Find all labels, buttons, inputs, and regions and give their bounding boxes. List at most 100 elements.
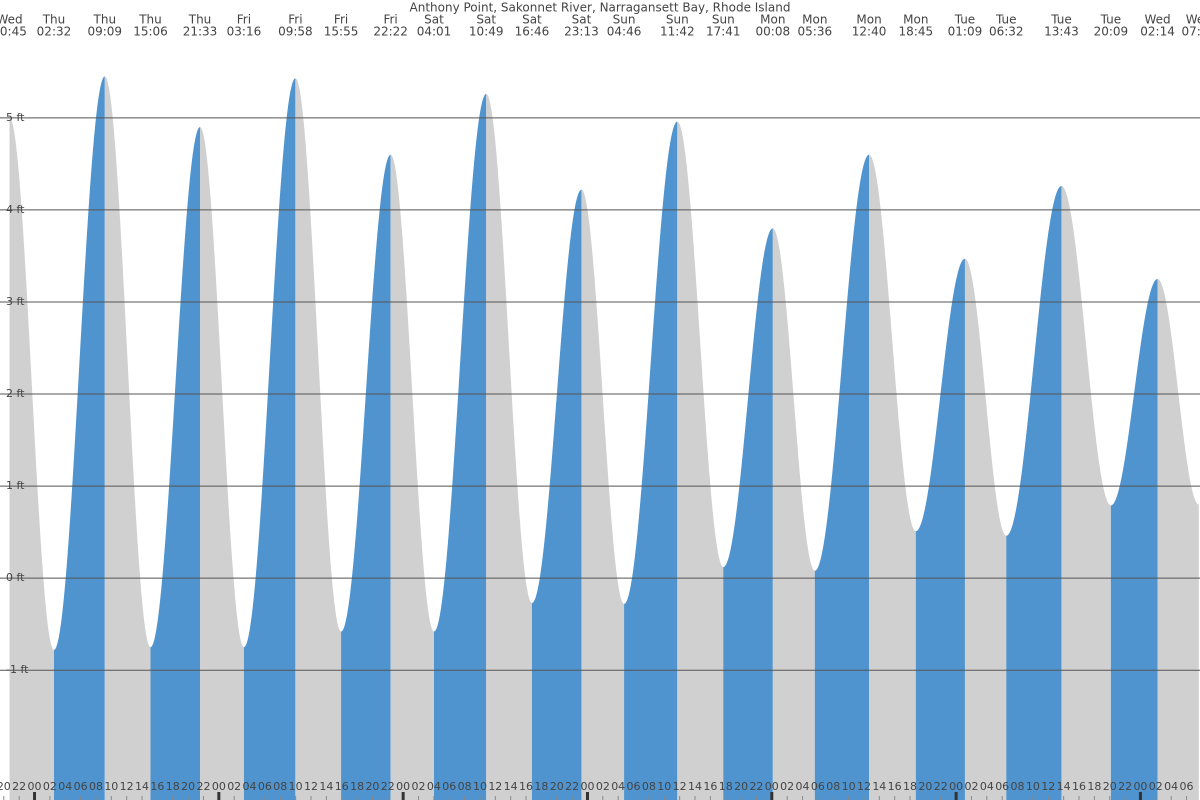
extreme-day: Fri (288, 13, 302, 27)
hour-label: 10 (473, 780, 487, 793)
rising-tide (1110, 278, 1158, 800)
extreme-time: 16:46 (515, 25, 550, 39)
hour-label: 14 (872, 780, 886, 793)
hour-label: 04 (611, 780, 625, 793)
hour-label: 18 (166, 780, 180, 793)
extreme-day: Tue (1100, 13, 1122, 27)
y-tick-label: 5 ft (6, 111, 25, 124)
hour-label: 22 (565, 780, 579, 793)
hour-label: 00 (765, 780, 779, 793)
hour-label: 18 (719, 780, 733, 793)
rising-tide (915, 258, 965, 800)
falling-tide (677, 121, 724, 800)
hour-label: 02 (964, 780, 978, 793)
extreme-time: 06:32 (989, 25, 1024, 39)
extreme-time: 03:16 (227, 25, 262, 39)
extreme-time: 01:09 (948, 25, 983, 39)
extreme-day: Fri (237, 13, 251, 27)
y-tick-label: 3 ft (6, 295, 25, 308)
hour-label: 14 (504, 780, 518, 793)
falling-tide (1061, 185, 1111, 800)
hour-label: 02 (43, 780, 57, 793)
hour-label: 06 (442, 780, 456, 793)
extreme-time: 22:22 (373, 25, 408, 39)
hour-label: 08 (1011, 780, 1025, 793)
hour-label: 10 (1026, 780, 1040, 793)
hour-label: 20 (365, 780, 379, 793)
hour-label: 20 (1103, 780, 1117, 793)
hour-label: 22 (749, 780, 763, 793)
hour-label: 22 (934, 780, 948, 793)
hour-label: 10 (842, 780, 856, 793)
hour-label: 12 (120, 780, 134, 793)
extreme-time: 09:09 (87, 25, 122, 39)
rising-tide (53, 76, 105, 800)
hour-label: 06 (1180, 780, 1194, 793)
hour-label: 00 (949, 780, 963, 793)
extreme-day: Wed (0, 13, 23, 27)
hour-label: 12 (304, 780, 318, 793)
hour-label: 22 (196, 780, 210, 793)
hour-label: 10 (657, 780, 671, 793)
hour-label: 14 (1057, 780, 1071, 793)
hour-label: 18 (534, 780, 548, 793)
hour-label: 02 (412, 780, 426, 793)
hour-label: 20 (0, 780, 11, 793)
hour-label: 06 (995, 780, 1009, 793)
extreme-time: 23:13 (564, 25, 599, 39)
hour-label: 14 (688, 780, 702, 793)
extreme-day: Sun (666, 13, 689, 27)
falling-tide (9, 117, 54, 800)
extreme-day: Sun (712, 13, 735, 27)
rising-tide (723, 228, 773, 800)
extreme-time: 18:45 (899, 25, 934, 39)
extreme-time: 07:36 (1182, 25, 1200, 39)
falling-tide (295, 78, 342, 800)
extreme-day: Thu (138, 13, 162, 27)
extreme-day: Tue (954, 13, 976, 27)
extreme-time: 17:41 (706, 25, 741, 39)
hour-label: 16 (519, 780, 533, 793)
hour-label: 04 (243, 780, 257, 793)
hour-label: 02 (1149, 780, 1163, 793)
falling-tide (486, 93, 532, 800)
hour-label: 04 (58, 780, 72, 793)
hour-label: 00 (212, 780, 226, 793)
hour-label: 18 (350, 780, 364, 793)
falling-tide (581, 189, 625, 800)
hour-label: 00 (396, 780, 410, 793)
extreme-day: Sun (613, 13, 636, 27)
hour-label: 02 (596, 780, 610, 793)
hour-label: 08 (458, 780, 472, 793)
hour-label: 04 (1164, 780, 1178, 793)
extreme-day: Sat (522, 13, 542, 27)
falling-tide (964, 258, 1007, 800)
hour-label: 20 (550, 780, 564, 793)
hour-label: 16 (335, 780, 349, 793)
hour-label: 02 (227, 780, 241, 793)
hour-label: 10 (104, 780, 118, 793)
hour-label: 22 (1118, 780, 1132, 793)
hour-label: 04 (980, 780, 994, 793)
falling-tide (1157, 278, 1199, 800)
hour-label: 08 (273, 780, 287, 793)
extreme-time: 04:46 (607, 25, 642, 39)
extreme-time: 00:08 (756, 25, 791, 39)
hour-label: 06 (811, 780, 825, 793)
hour-label: 00 (28, 780, 42, 793)
falling-tide (869, 154, 916, 800)
extreme-day: Mon (802, 13, 827, 27)
hour-label: 04 (427, 780, 441, 793)
extreme-day: Sat (476, 13, 496, 27)
extreme-time: 13:43 (1044, 25, 1079, 39)
hour-label: 14 (319, 780, 333, 793)
extreme-day: Thu (93, 13, 117, 27)
extreme-day: Mon (903, 13, 928, 27)
hour-label: 18 (903, 780, 917, 793)
rising-tide (150, 127, 201, 800)
hour-label: 08 (642, 780, 656, 793)
hour-label: 22 (381, 780, 395, 793)
rising-tide (1006, 185, 1062, 800)
falling-tide (104, 76, 151, 800)
